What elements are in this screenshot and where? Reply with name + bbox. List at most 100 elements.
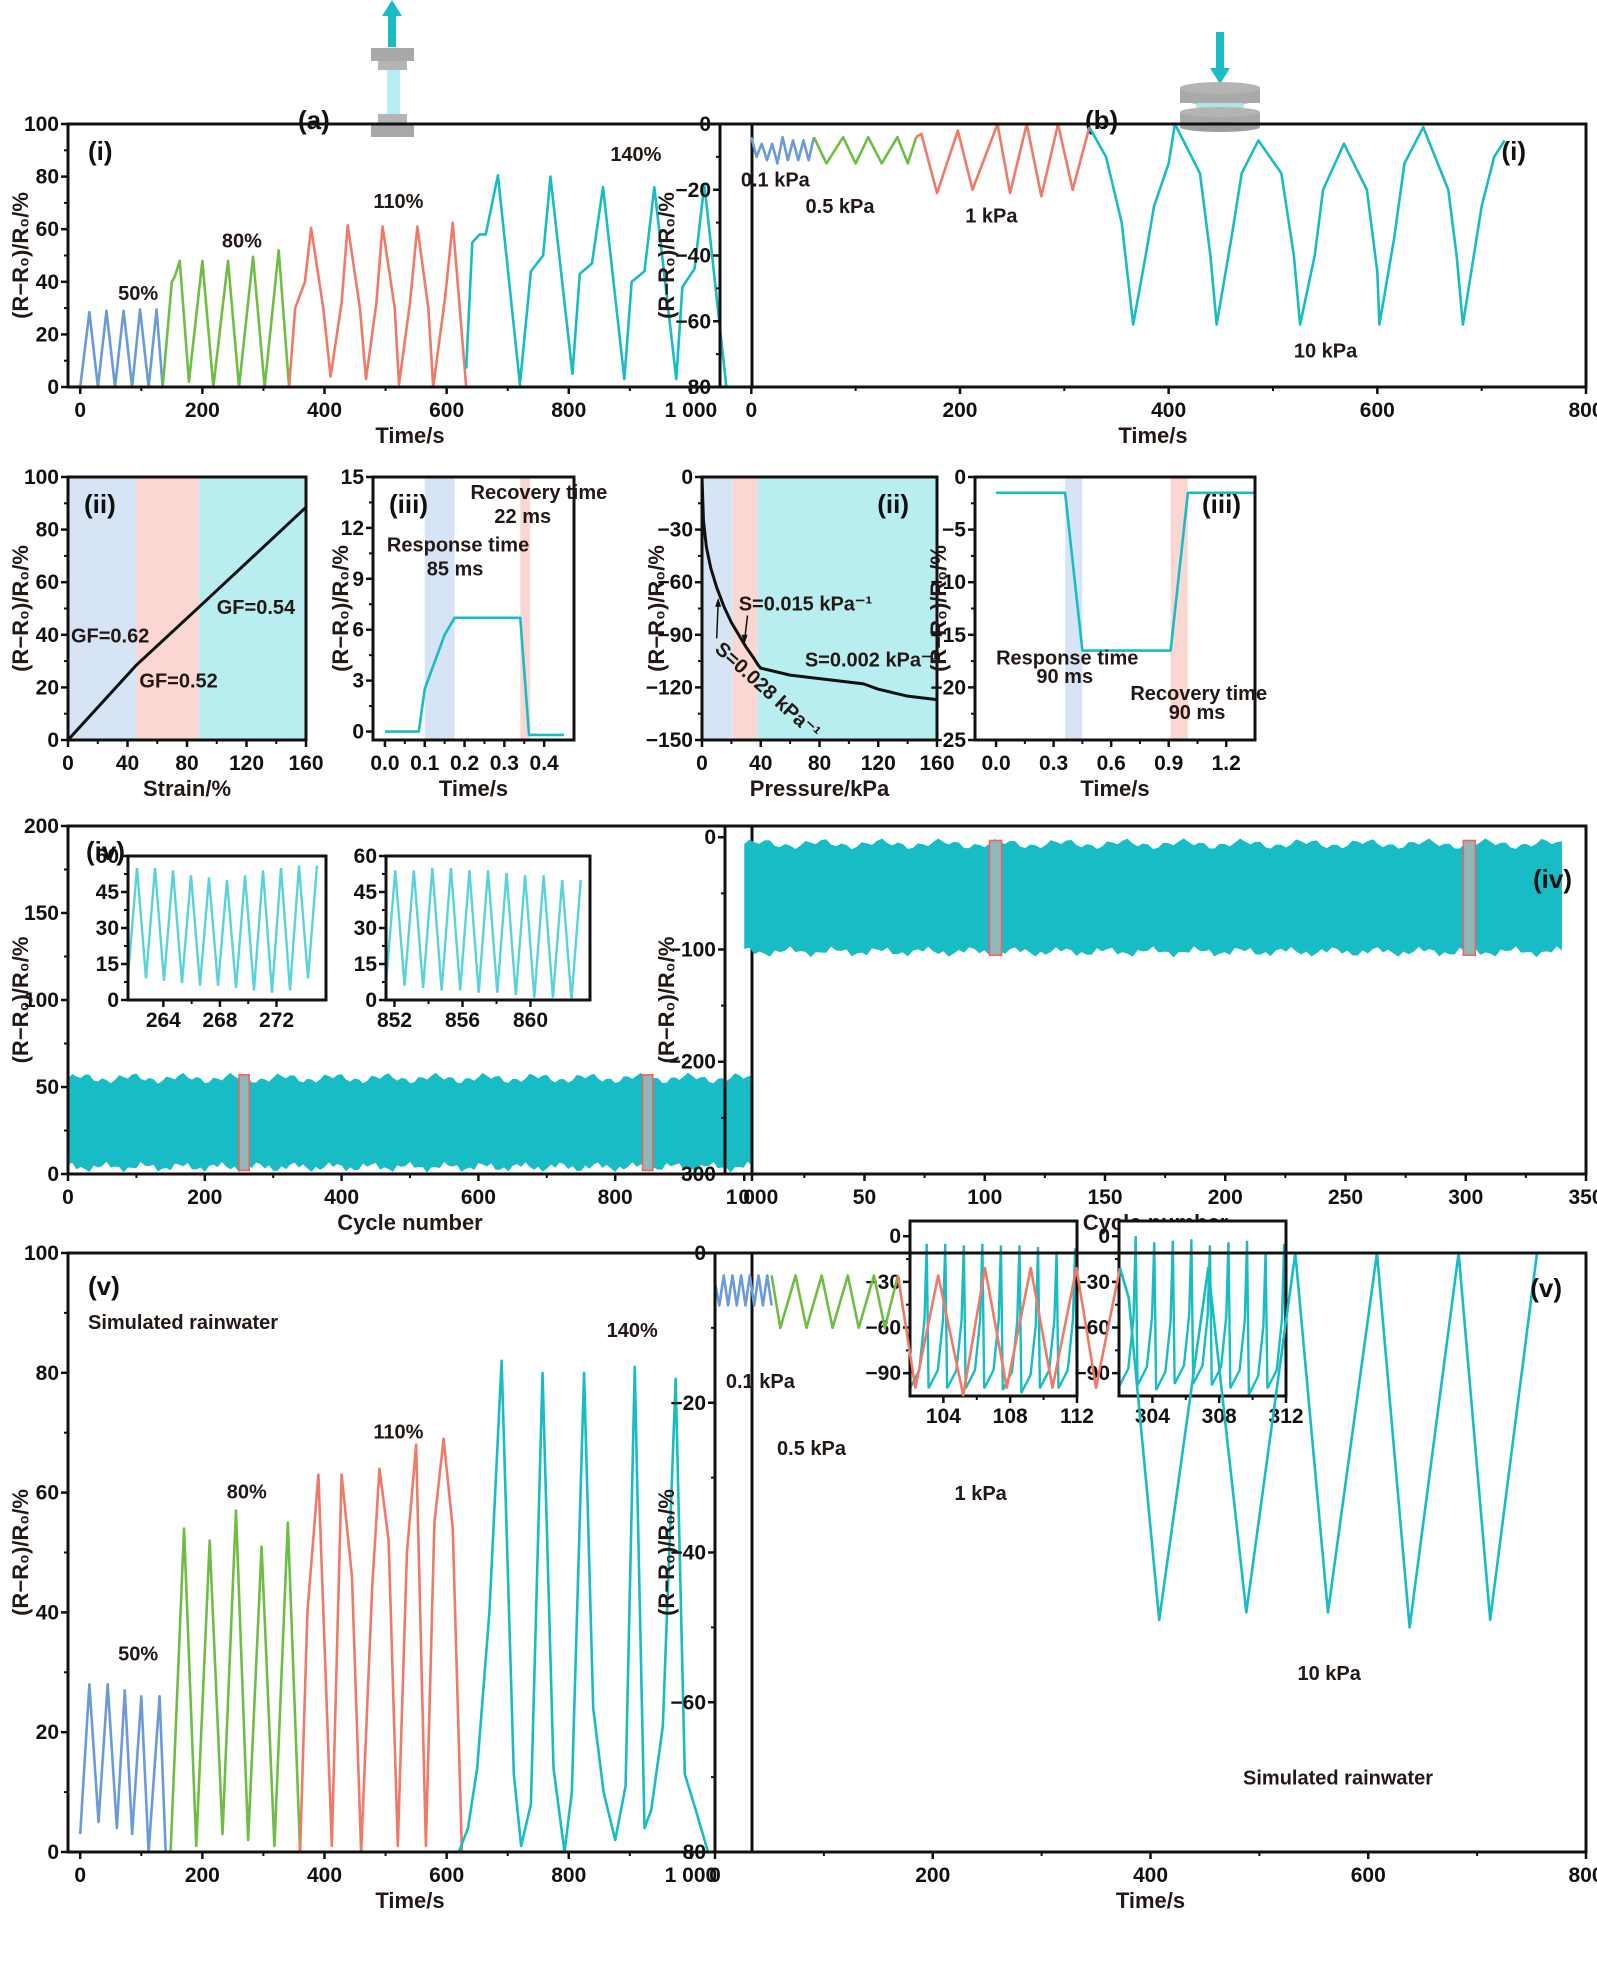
- y-tick-label: −20: [675, 179, 711, 202]
- annotation: 0.1 kPa: [741, 169, 811, 191]
- y-tick-label: 0: [47, 1163, 59, 1186]
- annotation: Response time: [387, 535, 529, 557]
- series-line-50-: [78, 308, 164, 387]
- x-tick-label: 0: [74, 399, 86, 422]
- x-axis-label: Time/s: [1118, 423, 1187, 448]
- annotation: 90 ms: [1036, 666, 1093, 688]
- y-tick-label: 0: [681, 466, 693, 489]
- chart-b-iii: 0.0 0.3 0.6 0.9 1.2 −25 −20 −15 −10 −5 0 Time/s (R−R…: [926, 466, 1267, 801]
- annotation: 80%: [227, 1482, 267, 1504]
- y-tick-label: −60: [670, 1691, 706, 1714]
- chart-b-ii: 0 40 80 120 160 −150 −120 −90 −60 −30 0 Pressure/kP…: [644, 466, 955, 801]
- annotation: GF=0.54: [217, 597, 296, 619]
- annotation: 1 kPa: [965, 206, 1018, 228]
- x-tick-label: 308: [1202, 1405, 1237, 1428]
- x-tick-label: 312: [1268, 1405, 1303, 1428]
- x-tick-label: 40: [116, 752, 139, 775]
- x-tick-label: 0.0: [981, 752, 1010, 775]
- subpanel-label: (iii): [389, 489, 428, 519]
- y-tick-label: 100: [24, 989, 59, 1012]
- annotation: 110%: [373, 1422, 423, 1444]
- x-tick-label: 300: [1448, 1186, 1483, 1209]
- inset-chart: 852 856 860 0 15 30 45 60: [354, 845, 592, 1032]
- compression-press-icon: [1180, 32, 1260, 132]
- x-tick-label: 200: [187, 1186, 222, 1209]
- y-tick-label: 40: [36, 1601, 59, 1624]
- x-tick-label: 800: [598, 1186, 633, 1209]
- x-axis-label: Time/s: [1080, 776, 1149, 801]
- x-tick-label: 150: [1087, 1186, 1122, 1209]
- y-tick-label: 20: [36, 1721, 59, 1744]
- subpanel-label: (iv): [86, 836, 125, 866]
- chart-b-iv: 050100150200250300350−300−200−1000Cycle …: [654, 824, 1597, 1428]
- highlight-box: [988, 839, 1003, 956]
- x-axis-label: Time/s: [375, 1888, 444, 1913]
- y-axis-label: (R−R₀)/R₀/%: [644, 545, 669, 672]
- y-tick-label: −300: [669, 1163, 716, 1186]
- series-line-response: [702, 477, 937, 702]
- x-tick-label: 0.6: [1097, 752, 1126, 775]
- y-axis-label: (R−R₀)/R₀/%: [654, 1489, 679, 1616]
- y-tick-label: −5: [942, 519, 966, 542]
- y-tick-label: −90: [865, 1362, 901, 1385]
- series-line-140-: [464, 173, 728, 387]
- highlight-box: [238, 1074, 251, 1172]
- x-axis-label: Time/s: [1116, 1888, 1185, 1913]
- annotation: Recovery time: [1130, 683, 1267, 705]
- inset-series-line: [910, 1243, 1077, 1394]
- x-tick-label: 250: [1328, 1186, 1363, 1209]
- y-tick-label: −20: [670, 1392, 706, 1415]
- x-tick-label: 0: [62, 752, 74, 775]
- y-tick-label: 20: [36, 323, 59, 346]
- x-tick-label: 0: [74, 1864, 86, 1887]
- y-axis-label: (R−R₀)/R₀/%: [8, 937, 33, 1064]
- annotation: 10 kPa: [1294, 340, 1358, 362]
- x-tick-label: 40: [749, 752, 772, 775]
- y-tick-label: 3: [352, 670, 364, 693]
- series-line-response: [384, 616, 565, 737]
- x-tick-label: 1.2: [1212, 752, 1241, 775]
- chart-b-i: 0 200 400 600 800 −80 −60 −40 −20 0 Time/s (R−R₀)/R…: [654, 113, 1597, 448]
- y-tick-label: −80: [670, 1841, 706, 1864]
- subpanel-label: (ii): [877, 489, 909, 519]
- y-tick-label: 60: [36, 1482, 59, 1505]
- shaded-band: [198, 477, 306, 740]
- x-axis-label: Cycle number: [337, 1210, 483, 1235]
- x-tick-label: 400: [1151, 399, 1186, 422]
- series-line-0-5-kpa: [812, 135, 918, 165]
- y-tick-label: 0: [47, 376, 59, 399]
- annotation: 140%: [607, 1320, 658, 1342]
- subpanel-label: (i): [1501, 136, 1526, 166]
- series-line-response: [996, 491, 1255, 652]
- x-tick-label: 0: [62, 1186, 74, 1209]
- y-tick-label: −40: [675, 245, 711, 268]
- y-tick-label: 80: [36, 519, 59, 542]
- inset-chart: 264 268 272 0 15 30 45 60: [96, 845, 328, 1032]
- y-tick-label: 0: [954, 466, 966, 489]
- y-tick-label: 15: [341, 466, 365, 489]
- series-line-80-: [161, 248, 291, 387]
- shaded-band: [424, 477, 455, 740]
- x-tick-label: 400: [1133, 1864, 1168, 1887]
- annotation: 10 kPa: [1297, 1663, 1361, 1685]
- x-tick-label: 0.4: [530, 752, 560, 775]
- x-tick-label: 1 000: [665, 399, 718, 422]
- shaded-band: [136, 477, 199, 740]
- x-tick-label: 1 000: [665, 1864, 718, 1887]
- series-line-80-: [169, 1509, 302, 1852]
- annotation: S=0.002 kPa⁻¹: [805, 649, 939, 671]
- y-tick-label: 80: [36, 166, 59, 189]
- series-line-10-kpa: [1088, 124, 1506, 326]
- y-tick-label: 80: [36, 1362, 59, 1385]
- x-axis-label: Pressure/kPa: [750, 776, 890, 801]
- subpanel-label: (iv): [1533, 864, 1572, 894]
- chart-a-v: 0 200 400 600 800 1 000020406080100Time/s(R−R…: [8, 1242, 754, 1913]
- subpanel-label: (iii): [1202, 489, 1241, 519]
- inset-chart: 304 308 312−90−60−300: [1074, 1219, 1304, 1428]
- y-tick-label: 60: [36, 571, 59, 594]
- envelope-group: [68, 1072, 752, 1173]
- y-tick-label: 0: [47, 1841, 59, 1864]
- subpanel-label: (i): [88, 136, 113, 166]
- series-line-0-1-kpa: [715, 1274, 773, 1307]
